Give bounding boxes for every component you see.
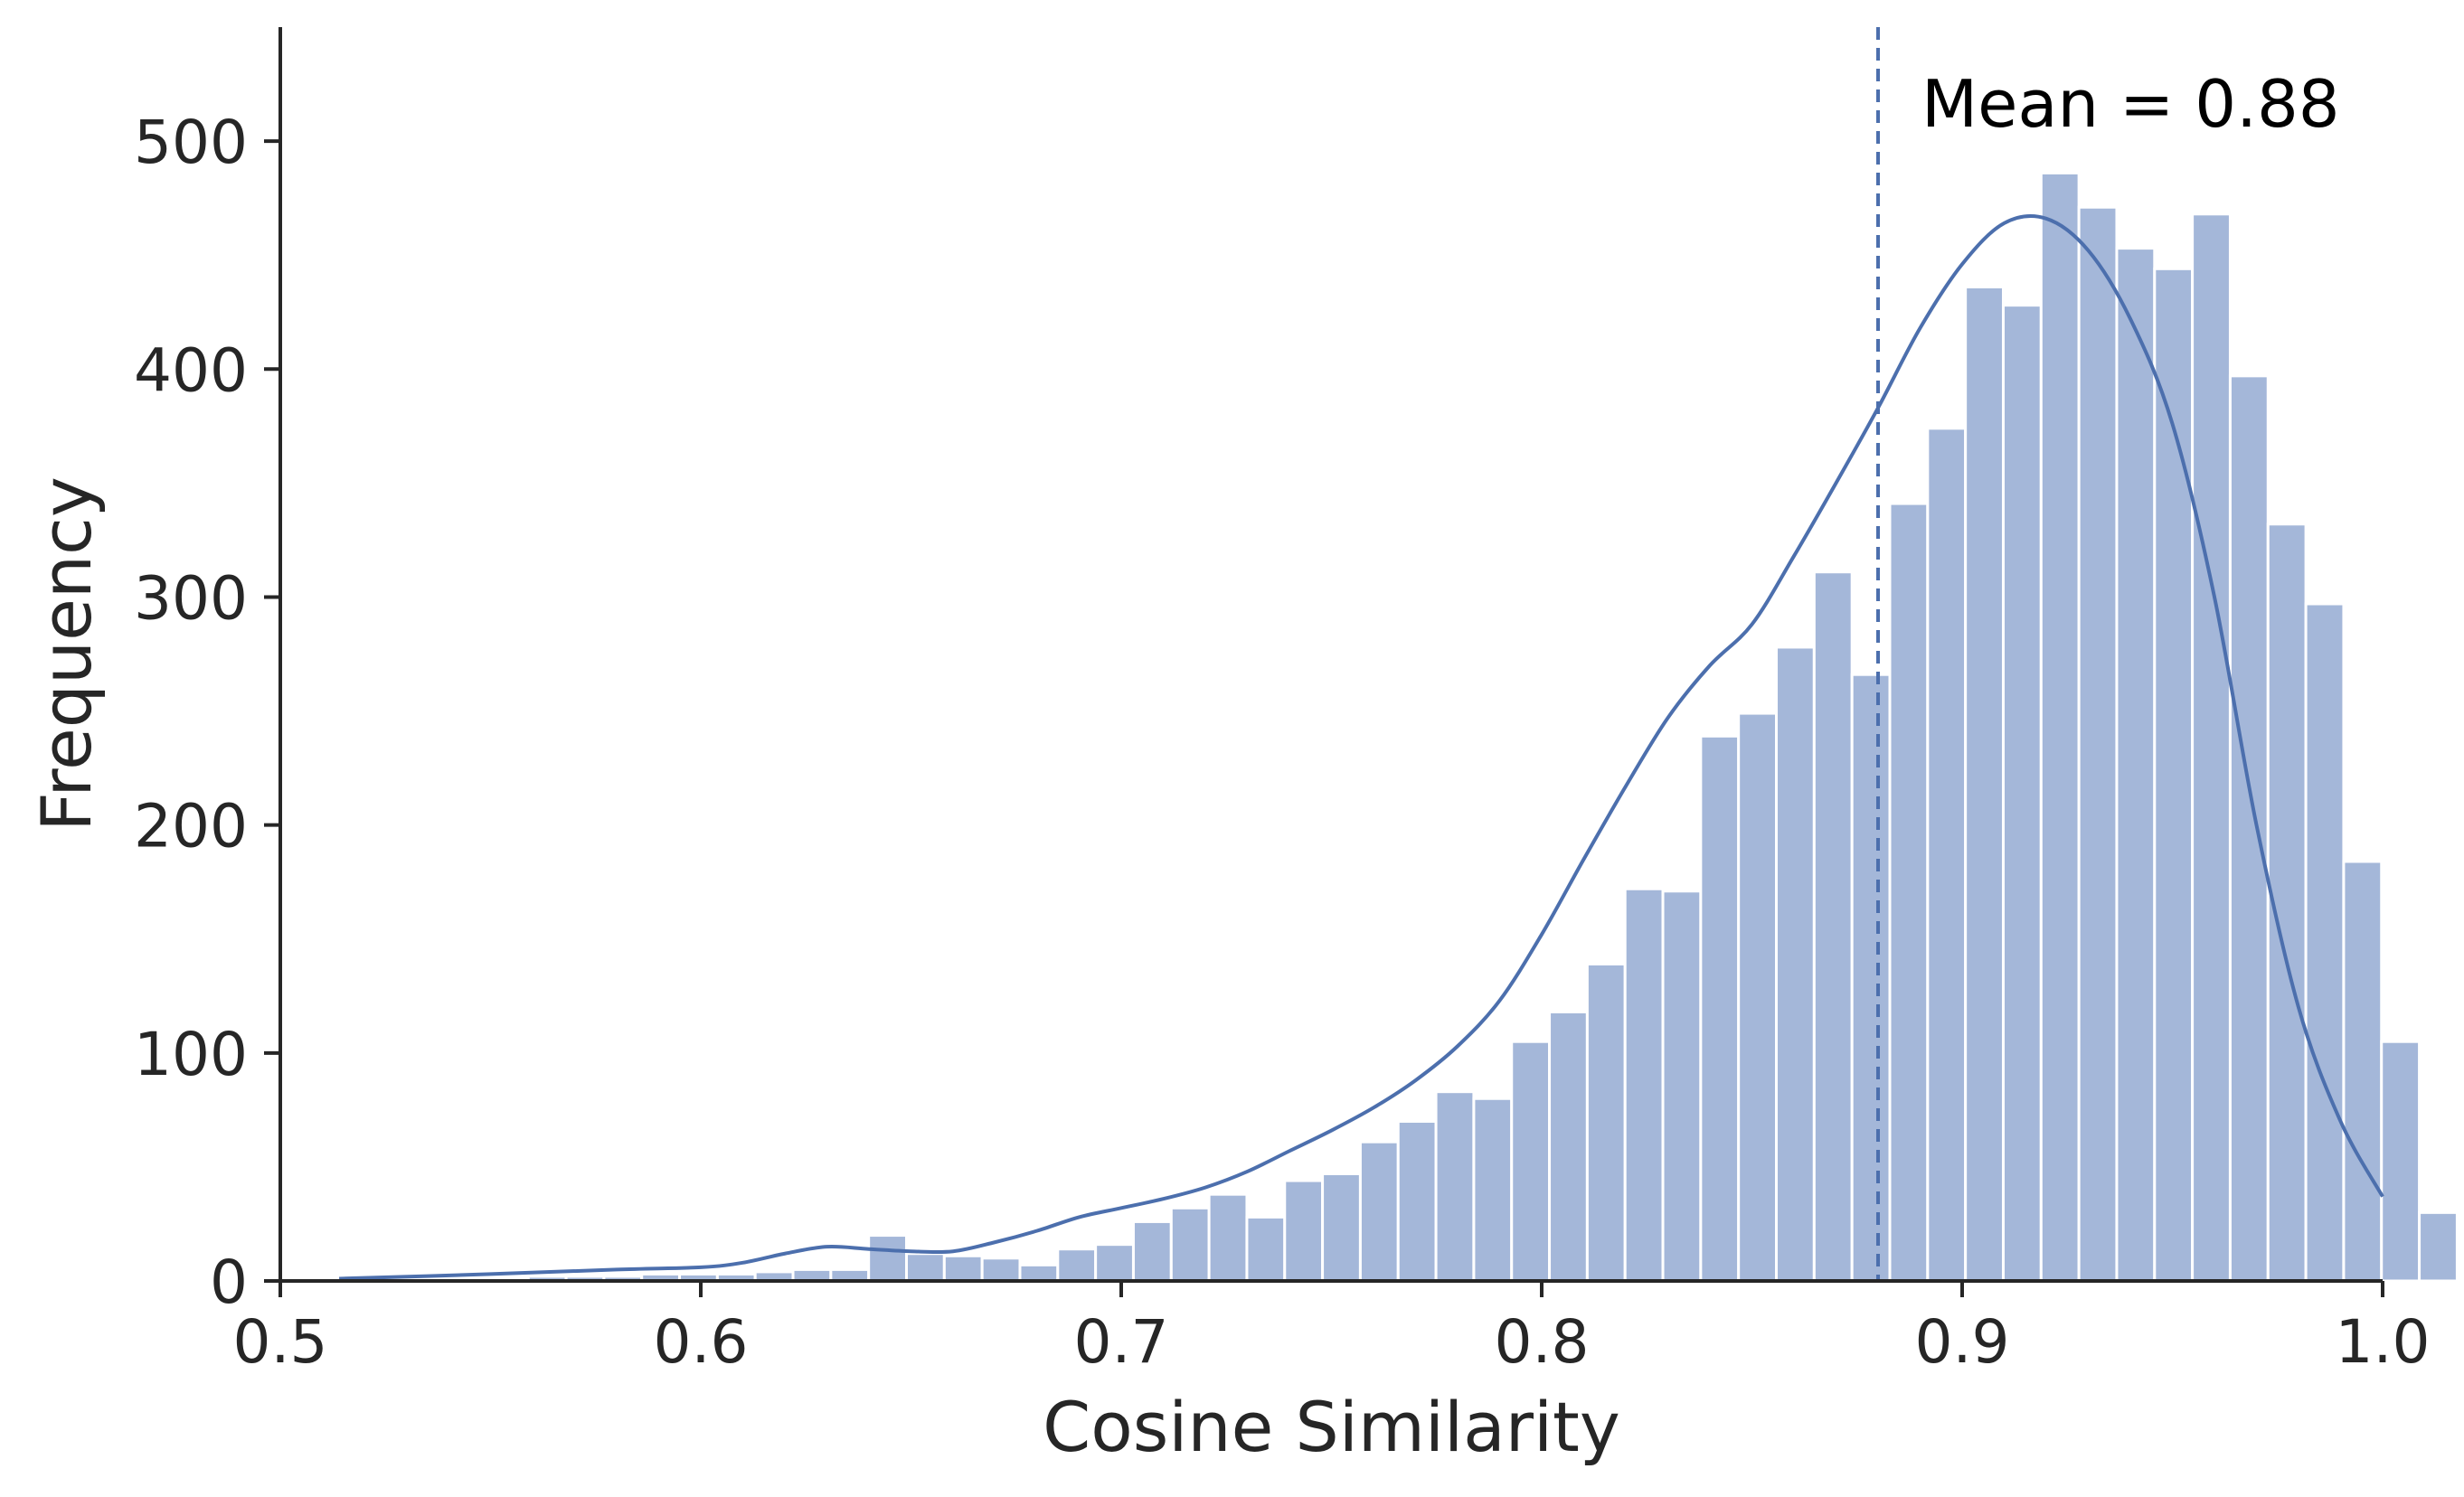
y-axis-label: Frequency — [26, 476, 107, 832]
histogram-bar — [980, 1257, 1022, 1283]
histogram-bar — [1131, 1219, 1173, 1283]
x-tick-label: 0.7 — [1074, 1307, 1169, 1377]
histogram-bar — [1737, 711, 1779, 1283]
histogram-bar — [1926, 427, 1968, 1283]
histogram-bar — [2380, 1040, 2422, 1283]
histogram-bar — [1850, 673, 1892, 1283]
histogram-bar — [1207, 1192, 1249, 1283]
histogram-bar — [1548, 1010, 1589, 1283]
x-tick-label: 1.0 — [2336, 1307, 2431, 1377]
y-tick-label: 100 — [134, 1020, 248, 1089]
y-tick-label: 0 — [210, 1248, 248, 1317]
histogram-bar — [1472, 1097, 1514, 1283]
x-tick-label: 0.5 — [233, 1307, 328, 1377]
y-axis-ticks: 0 100 200 300 400 500 — [134, 108, 280, 1317]
histogram-bar — [1056, 1248, 1098, 1283]
y-tick-label: 500 — [134, 108, 248, 177]
x-tick-label: 0.6 — [654, 1307, 749, 1377]
histogram-bar — [1245, 1215, 1287, 1283]
x-axis-label: Cosine Similarity — [1043, 1387, 1620, 1467]
histogram-bar — [1661, 890, 1703, 1283]
y-tick-label: 400 — [134, 335, 248, 405]
histogram-bar — [1434, 1090, 1476, 1283]
histogram-bar — [2304, 602, 2346, 1283]
histogram-bar — [1888, 502, 1930, 1283]
x-tick-label: 0.9 — [1915, 1307, 2010, 1377]
histogram-bar — [2077, 205, 2119, 1283]
histogram-bar — [2153, 267, 2195, 1283]
x-tick-label: 0.8 — [1495, 1307, 1590, 1377]
histogram-bar — [1812, 570, 1854, 1283]
histogram-bars — [337, 171, 2459, 1283]
histogram-bar — [905, 1252, 946, 1283]
histogram-bar — [1018, 1263, 1060, 1283]
histogram-bar — [942, 1254, 984, 1283]
x-axis-ticks: 0.5 0.6 0.7 0.8 0.9 1.0 — [233, 1281, 2431, 1377]
histogram-bar — [2001, 304, 2043, 1283]
histogram-bar — [1358, 1140, 1400, 1283]
histogram-bar — [2228, 374, 2270, 1283]
histogram-bar — [867, 1234, 909, 1283]
histogram-bar — [1775, 645, 1816, 1283]
histogram-bar — [1585, 962, 1627, 1283]
histogram-bar — [2191, 212, 2232, 1283]
histogram-bar — [1964, 285, 2005, 1283]
mean-annotation: Mean = 0.88 — [1921, 66, 2340, 142]
histogram-bar — [1699, 734, 1741, 1283]
histogram-bar — [1321, 1172, 1362, 1283]
histogram-bar — [1396, 1119, 1438, 1283]
histogram-bar — [1283, 1179, 1325, 1283]
y-tick-label: 200 — [134, 792, 248, 861]
histogram-bar — [1169, 1206, 1211, 1283]
histogram-bar — [2039, 171, 2081, 1283]
kde-curve — [339, 213, 2384, 1281]
histogram-bar — [1510, 1040, 1552, 1283]
y-tick-label: 300 — [134, 563, 248, 633]
histogram-bar — [2342, 860, 2384, 1283]
histogram-bar — [1094, 1243, 1135, 1283]
histogram-bar — [2115, 247, 2157, 1283]
histogram-bar — [2418, 1210, 2459, 1283]
histogram-bar — [1623, 887, 1665, 1283]
